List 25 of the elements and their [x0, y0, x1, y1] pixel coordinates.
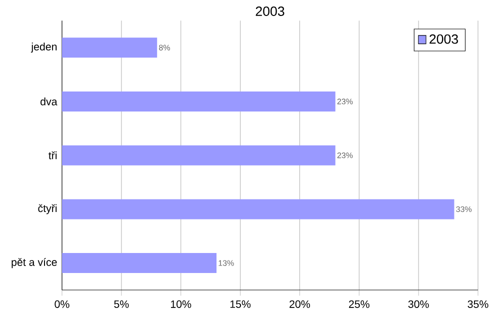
data-label: 23%	[337, 152, 353, 158]
bar	[62, 253, 217, 274]
bar	[62, 145, 336, 166]
data-label: 8%	[159, 44, 170, 50]
data-label: 23%	[337, 98, 353, 104]
x-tick-label: 25%	[349, 300, 370, 308]
y-tick-label: jeden	[30, 42, 57, 53]
y-tick-label: čtyři	[38, 204, 57, 214]
bar	[62, 91, 336, 112]
y-tick-label: tři	[48, 151, 57, 160]
x-tick-label: 15%	[230, 300, 251, 308]
data-label: 33%	[456, 206, 472, 212]
x-tick-label: 35%	[468, 300, 488, 308]
x-tick-label: 30%	[408, 300, 429, 308]
x-tick-label: 20%	[290, 300, 310, 308]
y-tick-label: pět a více	[12, 258, 57, 268]
x-tick-label: 5%	[114, 300, 129, 308]
legend-label: 2003	[430, 34, 458, 44]
data-label: 13%	[218, 260, 234, 266]
y-tick-label: dva	[40, 98, 58, 106]
x-tick-label: 10%	[171, 300, 192, 308]
x-tick-label: 0%	[54, 300, 70, 308]
bar	[62, 199, 454, 220]
bar	[62, 38, 158, 58]
chart-title: 2003	[256, 6, 284, 16]
